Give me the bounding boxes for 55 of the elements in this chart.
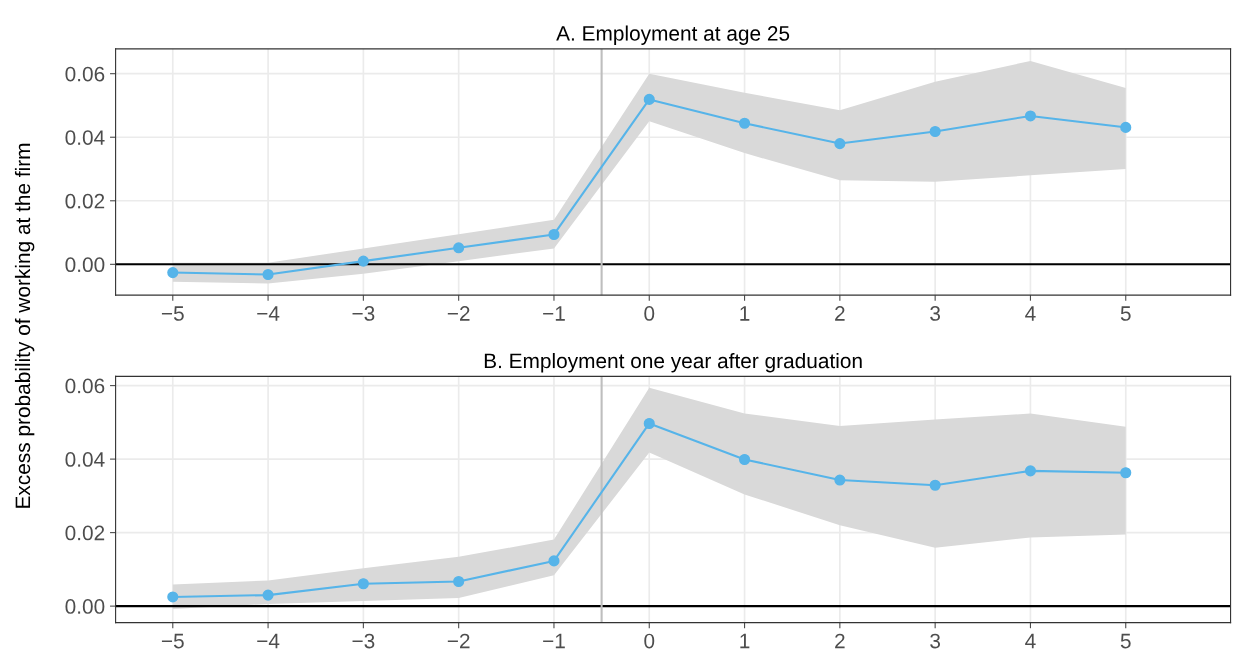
point bbox=[167, 591, 179, 603]
x-tick-label: 4 bbox=[1025, 306, 1036, 321]
point bbox=[262, 268, 274, 281]
x-tick-label: −2 bbox=[447, 306, 470, 321]
point bbox=[929, 479, 941, 491]
y-tick-label: 0.06 bbox=[65, 66, 105, 82]
point bbox=[834, 474, 846, 486]
x-tick-label: 3 bbox=[930, 633, 941, 649]
x-tick-label: 2 bbox=[835, 306, 845, 321]
x-tick-label: 3 bbox=[930, 306, 941, 321]
point bbox=[1120, 121, 1132, 133]
y-tick-label: 0.04 bbox=[65, 130, 105, 145]
x-tick-label: −3 bbox=[352, 633, 375, 649]
x-tick-label: −1 bbox=[543, 633, 565, 649]
y-axis-title: Excess probability of working at the firm bbox=[14, 143, 35, 508]
point bbox=[643, 417, 655, 430]
point bbox=[453, 242, 465, 254]
x-tick-label: 1 bbox=[740, 633, 750, 649]
y-tick-label: 0.00 bbox=[65, 599, 105, 614]
point bbox=[262, 589, 274, 601]
x-tick-label: 0 bbox=[644, 306, 655, 321]
x-tick-label: −5 bbox=[161, 633, 184, 649]
point bbox=[643, 93, 655, 105]
point bbox=[739, 453, 751, 466]
point bbox=[453, 575, 465, 588]
point bbox=[834, 138, 846, 150]
point bbox=[548, 228, 560, 241]
x-tick-label: 0 bbox=[644, 633, 655, 649]
x-tick-label: 2 bbox=[835, 633, 845, 649]
x-tick-label: −2 bbox=[447, 633, 470, 649]
chart-title: A. Employment at age 25 bbox=[556, 25, 790, 45]
point bbox=[167, 267, 179, 279]
point bbox=[1024, 110, 1037, 122]
point bbox=[739, 117, 751, 129]
x-tick-label: −5 bbox=[161, 306, 184, 321]
point bbox=[357, 255, 369, 267]
y-tick-label: 0.00 bbox=[65, 257, 105, 273]
y-tick-label: 0.02 bbox=[65, 525, 105, 541]
x-tick-label: 1 bbox=[740, 306, 750, 321]
point bbox=[1024, 465, 1037, 477]
x-tick-label: 4 bbox=[1025, 633, 1036, 649]
x-tick-label: −1 bbox=[543, 306, 565, 321]
point bbox=[357, 578, 369, 590]
x-tick-label: 5 bbox=[1120, 306, 1131, 321]
point bbox=[1120, 467, 1132, 479]
x-tick-label: −4 bbox=[257, 633, 280, 649]
y-tick-label: 0.06 bbox=[65, 378, 105, 394]
chart-title: B. Employment one year after graduation bbox=[484, 352, 862, 373]
x-tick-label: −3 bbox=[352, 306, 375, 321]
x-tick-label: −4 bbox=[257, 306, 280, 321]
y-tick-label: 0.04 bbox=[65, 452, 105, 467]
point bbox=[929, 125, 941, 138]
y-tick-label: 0.02 bbox=[65, 193, 105, 209]
point bbox=[548, 555, 560, 567]
x-tick-label: 5 bbox=[1120, 633, 1131, 649]
